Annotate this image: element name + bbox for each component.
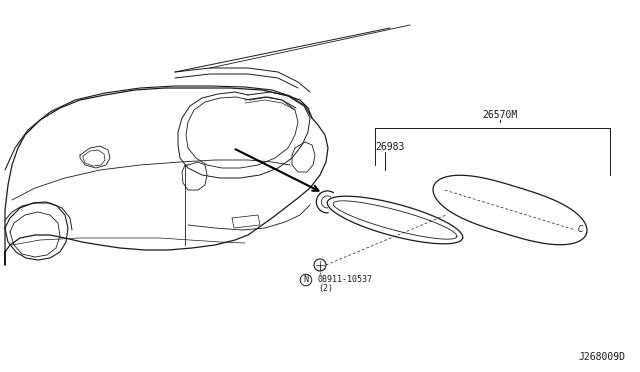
Text: N: N [303,276,308,285]
Text: J268009D: J268009D [578,352,625,362]
Text: 26983: 26983 [375,142,404,152]
Text: 08911-10537: 08911-10537 [318,276,373,285]
Text: 26570M: 26570M [483,110,518,120]
Text: (2): (2) [318,285,333,294]
Text: C: C [578,225,584,234]
